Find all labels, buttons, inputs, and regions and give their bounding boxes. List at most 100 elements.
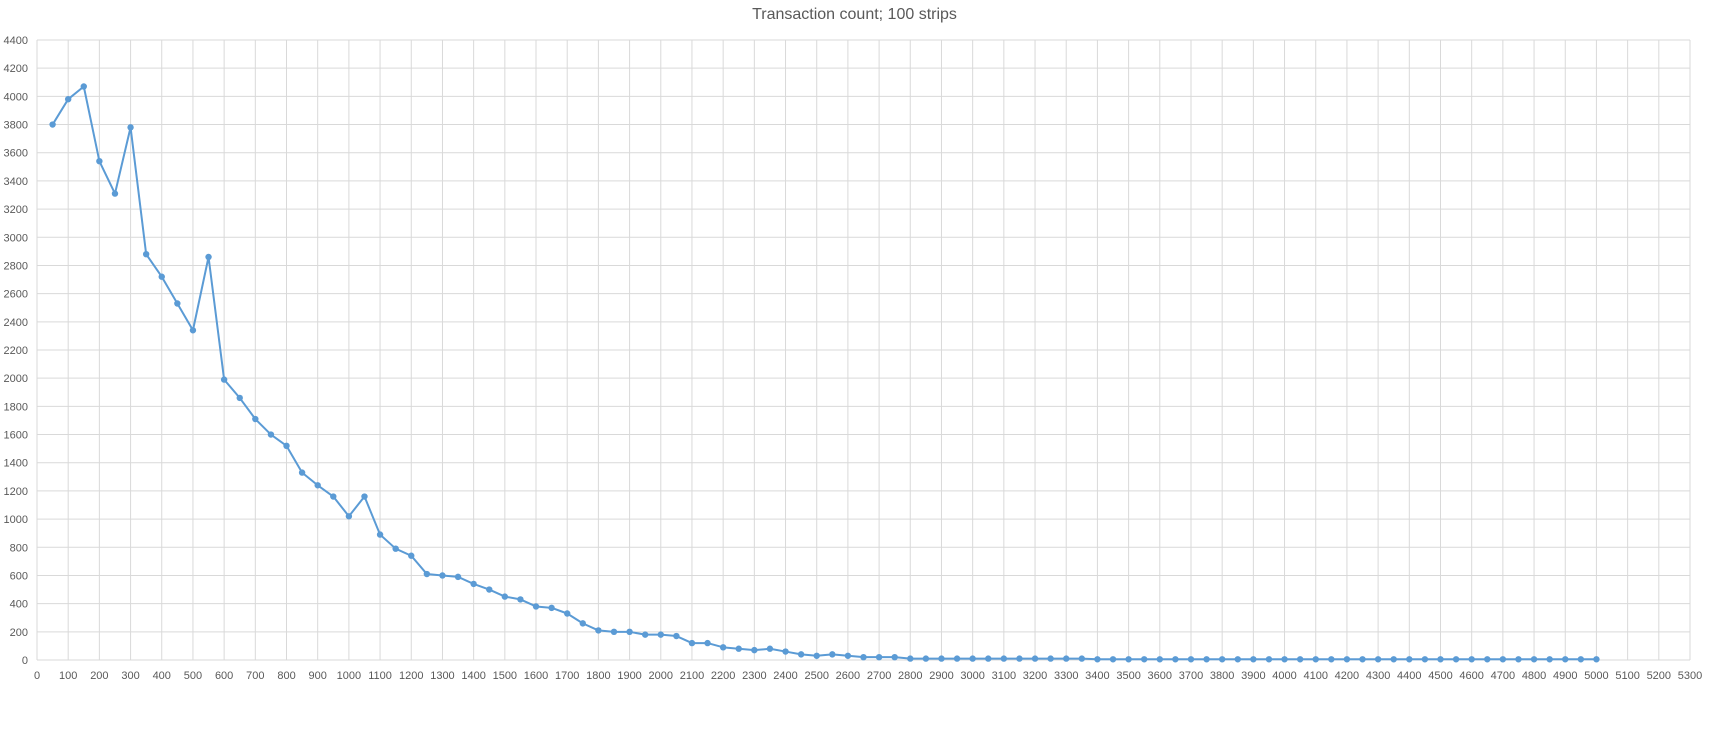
data-point — [891, 653, 898, 661]
y-tick-label: 2200 — [4, 345, 28, 357]
data-point — [158, 273, 165, 280]
x-tick-label: 2000 — [649, 670, 673, 682]
data-point — [844, 652, 852, 659]
series-transaction-count — [49, 83, 1600, 663]
data-point — [1172, 656, 1179, 663]
data-point — [501, 593, 509, 600]
data-point — [1094, 656, 1101, 663]
data-point — [283, 442, 290, 450]
data-point — [938, 655, 945, 662]
x-tick-label: 2700 — [867, 670, 891, 682]
x-tick-label: 2100 — [680, 670, 704, 682]
y-tick-label: 4000 — [4, 91, 28, 103]
x-tick-label: 1800 — [586, 670, 610, 682]
data-point — [454, 573, 462, 581]
x-tick-label: 1000 — [337, 670, 361, 682]
data-point — [751, 646, 758, 654]
data-point — [298, 469, 306, 476]
data-point — [1515, 656, 1522, 663]
data-point — [345, 513, 353, 520]
data-point — [1406, 656, 1413, 663]
x-tick-label: 1200 — [399, 670, 423, 682]
data-point — [766, 645, 774, 652]
data-point — [1000, 655, 1008, 662]
data-point — [610, 628, 618, 636]
y-tick-label: 3800 — [4, 120, 28, 132]
x-tick-label: 2300 — [742, 670, 766, 682]
data-point — [314, 482, 321, 489]
y-tick-label: 1400 — [4, 458, 28, 470]
y-tick-label: 0 — [22, 655, 28, 667]
x-tick-label: 2600 — [836, 670, 860, 682]
x-tick-label: 300 — [121, 670, 139, 682]
y-tick-label: 2400 — [4, 317, 28, 329]
x-tick-label: 0 — [34, 670, 40, 682]
data-point — [1016, 655, 1023, 662]
data-point — [985, 655, 992, 662]
data-point — [1203, 656, 1210, 663]
data-point — [127, 124, 134, 131]
data-point — [96, 157, 103, 165]
data-point — [657, 631, 664, 638]
x-tick-label: 3200 — [1023, 670, 1047, 682]
data-point — [49, 121, 56, 128]
data-point — [111, 190, 119, 197]
data-point — [1562, 656, 1569, 663]
data-point — [189, 327, 197, 334]
data-point — [174, 300, 181, 307]
data-point — [1343, 656, 1351, 663]
x-tick-label: 500 — [184, 670, 202, 682]
data-point — [236, 394, 243, 402]
data-point — [1250, 656, 1257, 663]
data-point — [548, 604, 555, 612]
y-tick-label: 3400 — [4, 176, 28, 188]
x-tick-label: 4600 — [1459, 670, 1483, 682]
data-point — [1593, 656, 1600, 663]
data-point — [408, 552, 415, 559]
x-tick-label: 1700 — [555, 670, 579, 682]
data-point — [1047, 655, 1054, 662]
data-point — [719, 644, 727, 651]
data-point — [673, 632, 680, 640]
data-point — [969, 655, 976, 662]
data-point — [907, 655, 914, 662]
data-point — [1296, 656, 1304, 663]
x-tick-label: 2800 — [898, 670, 922, 682]
x-tick-label: 2500 — [804, 670, 828, 682]
data-point — [1328, 656, 1335, 663]
x-tick-label: 4400 — [1397, 670, 1421, 682]
data-point — [782, 648, 789, 655]
x-tick-label: 3100 — [992, 670, 1016, 682]
y-tick-label: 200 — [10, 627, 28, 639]
x-tick-label: 4300 — [1366, 670, 1390, 682]
data-point — [1218, 656, 1226, 663]
data-point — [486, 586, 493, 593]
chart-title: Transaction count; 100 strips — [752, 6, 957, 23]
data-point — [392, 545, 399, 552]
x-tick-label: 200 — [90, 670, 108, 682]
x-tick-label: 4000 — [1272, 670, 1296, 682]
data-point — [1546, 656, 1553, 663]
data-point — [1187, 656, 1195, 663]
y-tick-label: 1200 — [4, 486, 28, 498]
data-point — [813, 652, 820, 659]
data-point — [330, 493, 337, 500]
data-point — [1031, 655, 1039, 662]
data-point — [922, 655, 930, 662]
data-point — [564, 610, 571, 617]
data-point — [80, 83, 87, 90]
x-tick-label: 3500 — [1116, 670, 1140, 682]
data-point — [532, 603, 540, 610]
y-tick-label: 1600 — [4, 430, 28, 442]
y-tick-label: 2000 — [4, 373, 28, 385]
data-point — [1421, 656, 1429, 663]
y-tick-label: 1000 — [4, 514, 28, 526]
data-point — [1484, 656, 1491, 663]
data-point — [1063, 655, 1070, 662]
data-point — [205, 253, 212, 261]
data-point — [735, 645, 742, 652]
data-point — [1234, 656, 1241, 663]
y-tick-label: 3600 — [4, 148, 28, 160]
data-point — [641, 631, 649, 638]
x-tick-label: 1500 — [493, 670, 517, 682]
